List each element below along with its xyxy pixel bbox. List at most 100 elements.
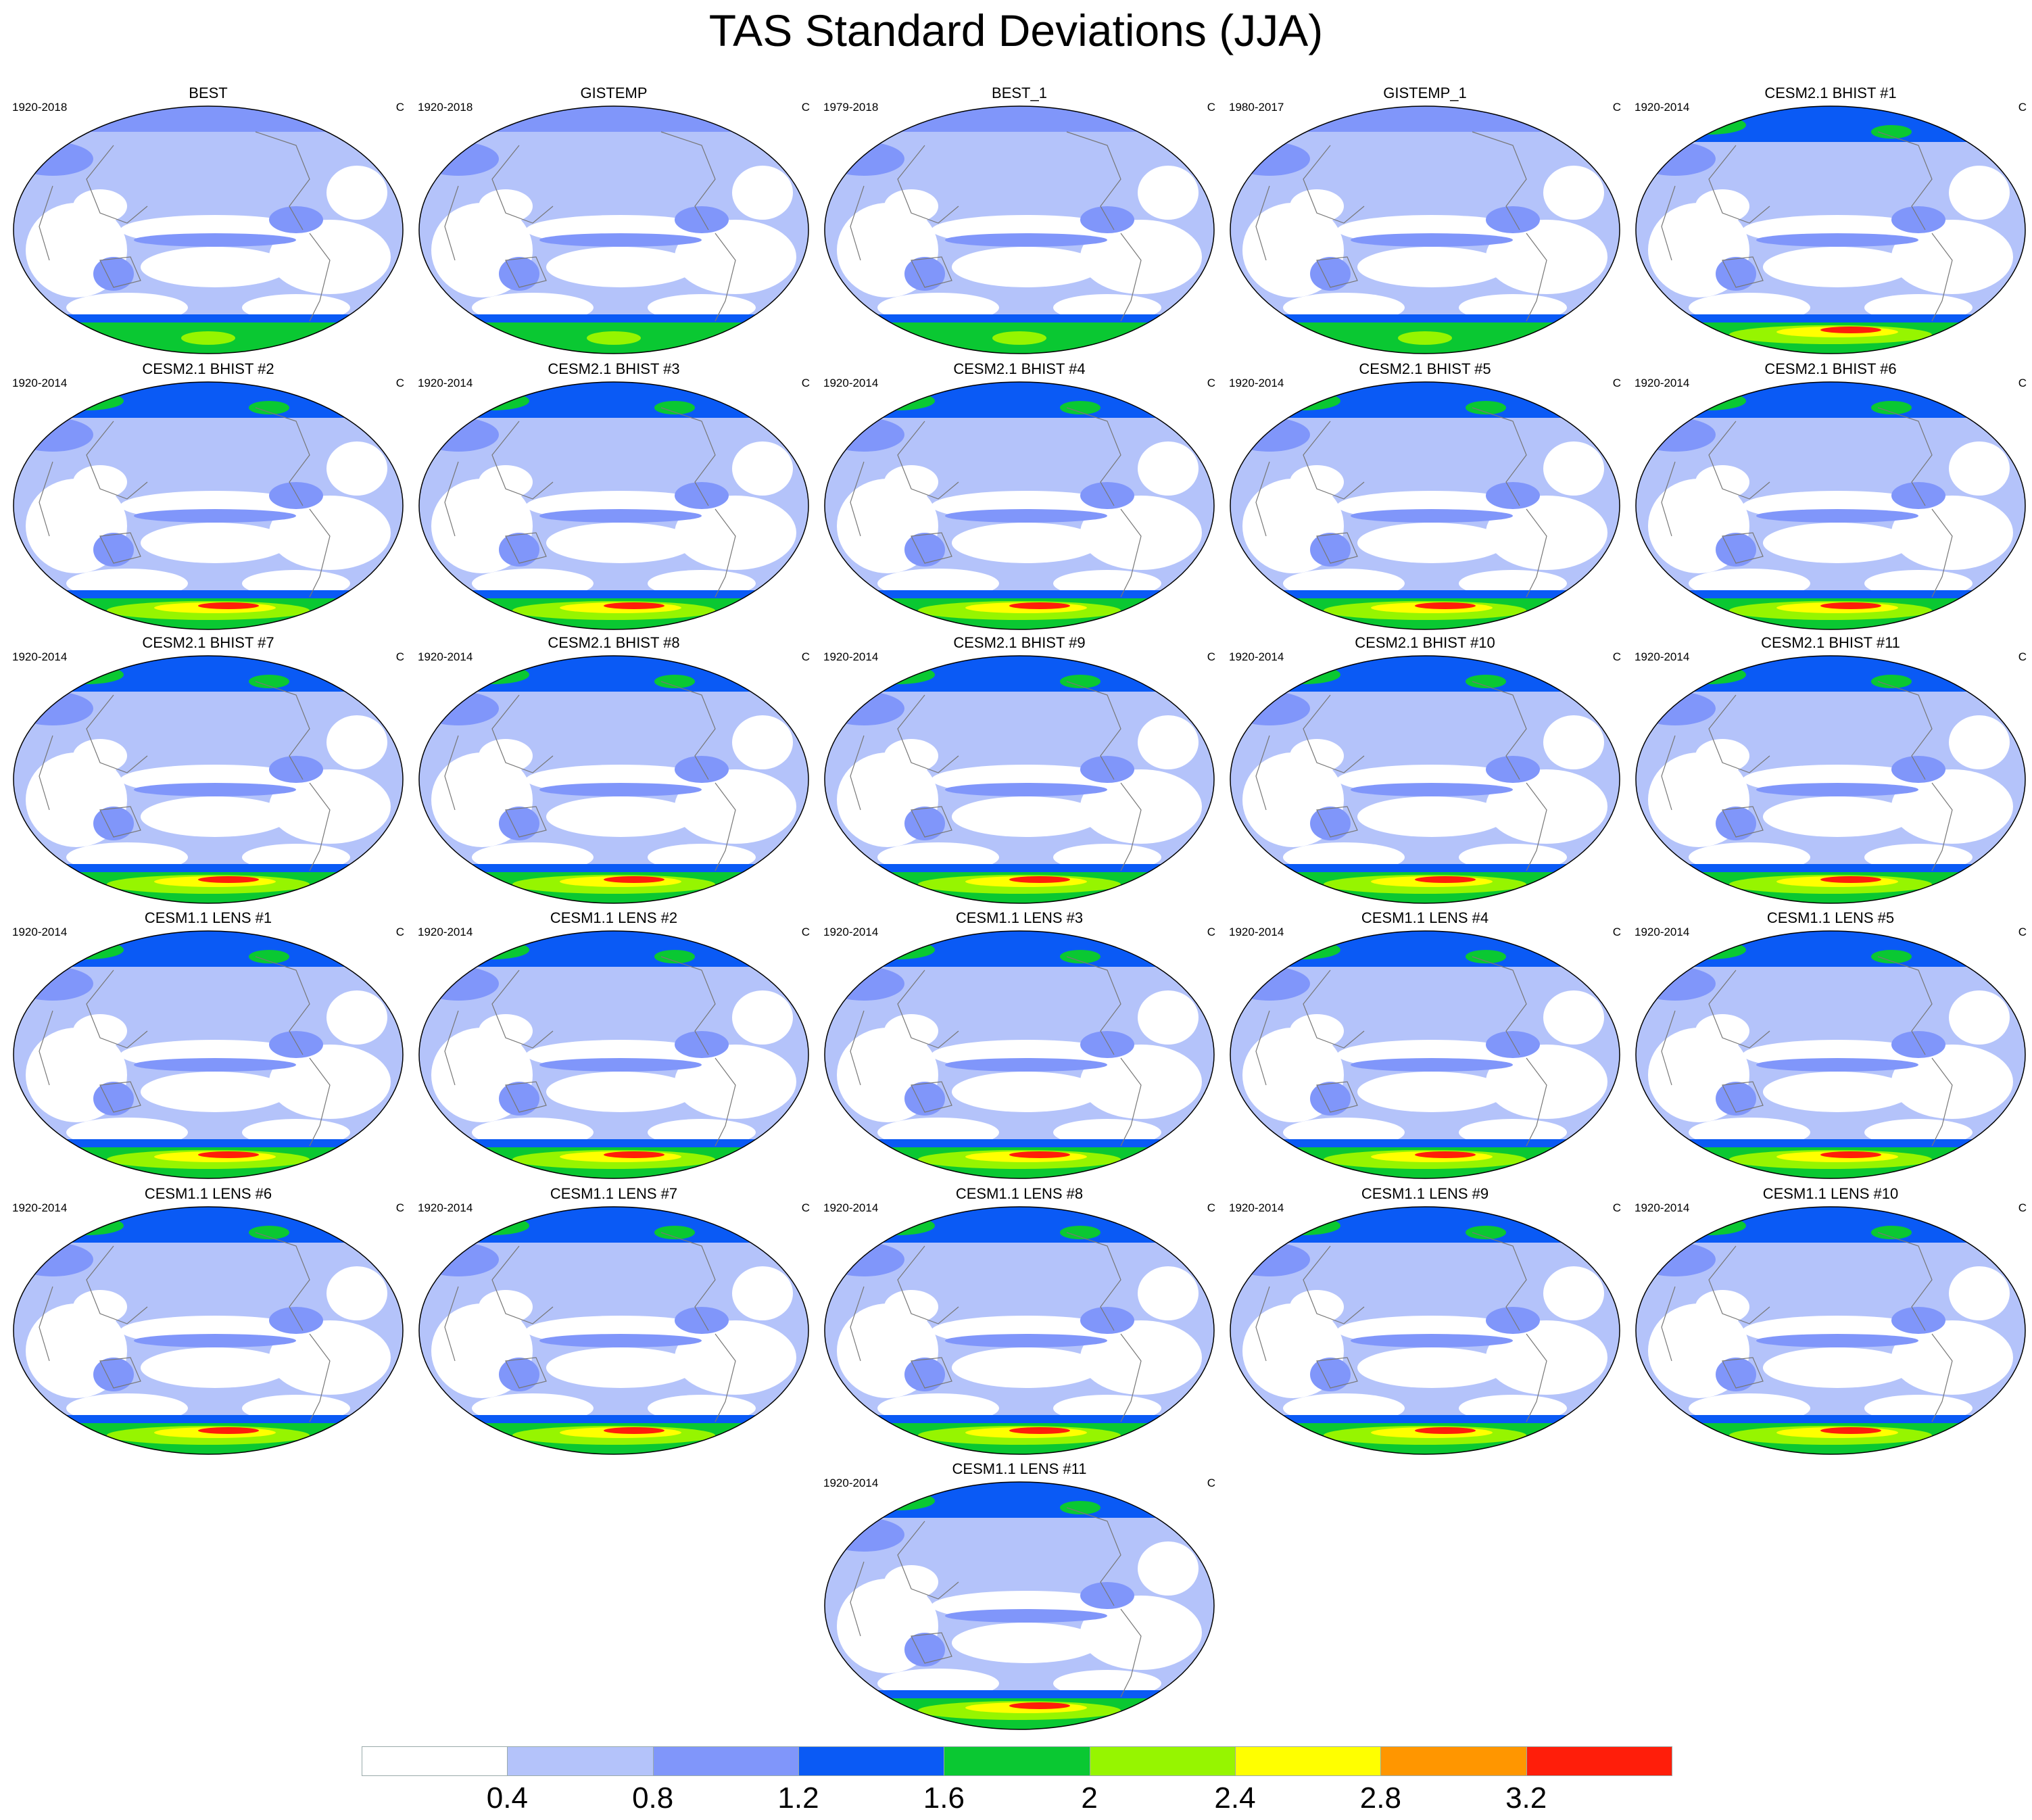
colorbar-bin: [507, 1746, 654, 1776]
low-variance-region: [1486, 1045, 1607, 1119]
low-variance-region: [546, 523, 695, 563]
coastline: [1120, 1057, 1142, 1147]
world-map: [13, 930, 404, 1179]
low-variance-region: [1543, 166, 1604, 220]
moderate-variance-region: [1716, 257, 1756, 291]
northern-high-latitude-band: [1230, 382, 1620, 418]
low-variance-region: [1080, 1596, 1202, 1670]
panel-period: 1920-2014: [1229, 1201, 1284, 1214]
moderate-variance-region: [539, 1058, 702, 1072]
moderate-variance-region: [1080, 482, 1134, 509]
moderate-variance-region: [825, 418, 904, 452]
low-variance-region: [952, 796, 1100, 837]
map-border: [1230, 381, 1620, 630]
panel-period: 1920-2014: [418, 650, 473, 663]
world-map: [1230, 105, 1620, 354]
map-panel: CESM2.1 BHIST #3 1920-2014 C: [411, 360, 817, 634]
northern-peak-region: [1871, 125, 1912, 139]
world-map: [418, 105, 809, 354]
northern-peak-region: [1060, 1501, 1100, 1514]
coastline: [444, 461, 459, 537]
coastline: [1255, 1286, 1270, 1362]
antarctic-peak-region: [1415, 1427, 1476, 1434]
coastline: [1066, 681, 1121, 780]
coastline: [1877, 681, 1933, 780]
coastline: [1066, 956, 1121, 1055]
panel-title: CESM1.1 LENS #7: [550, 1185, 678, 1202]
map-panel: CESM2.1 BHIST #7 1920-2014 C: [5, 634, 411, 908]
map-panel: CESM1.1 LENS #9 1920-2014 C: [1222, 1185, 1628, 1459]
coastline: [1316, 1081, 1358, 1113]
coastline: [911, 256, 952, 288]
low-variance-region: [269, 220, 391, 294]
northern-peak-region: [1672, 1216, 1746, 1235]
moderate-variance-region: [1486, 756, 1540, 783]
panel-title: CESM2.1 BHIST #4: [953, 360, 1086, 377]
antarctic-peak-region: [1820, 1151, 1881, 1158]
moderate-variance-region: [539, 233, 702, 247]
panel-period: 1920-2014: [823, 650, 879, 663]
moderate-variance-region: [1351, 1334, 1513, 1347]
world-map: [824, 1481, 1215, 1730]
world-map: [1230, 381, 1620, 630]
antarctic-peak-region: [1009, 1151, 1070, 1158]
northern-peak-region: [861, 665, 935, 684]
moderate-variance-region: [904, 257, 945, 291]
coastline: [1255, 461, 1270, 537]
map-panel: CESM2.1 BHIST #5 1920-2014 C: [1222, 360, 1628, 634]
moderate-variance-region: [1486, 1307, 1540, 1334]
coastline: [1120, 1608, 1142, 1698]
coastline: [911, 1357, 952, 1389]
moderate-variance-region: [1230, 418, 1310, 452]
northern-peak-region: [49, 391, 124, 410]
moderate-variance-region: [134, 233, 296, 247]
low-variance-region: [675, 1320, 796, 1395]
moderate-variance-region: [93, 1082, 134, 1116]
coastline: [897, 145, 959, 224]
low-variance-region: [675, 1045, 796, 1119]
map-border: [1635, 1206, 2026, 1455]
low-variance-region: [884, 1290, 938, 1324]
panel-period: 1920-2014: [1229, 650, 1284, 663]
colorbar-bin: [652, 1746, 799, 1776]
panel-title: BEST_1: [992, 85, 1047, 101]
northern-peak-region: [654, 950, 695, 963]
colorbar-tick-label: 2: [1081, 1781, 1098, 1815]
northern-peak-region: [1060, 401, 1100, 414]
northern-peak-region: [1672, 940, 1746, 959]
low-variance-region: [73, 1290, 127, 1324]
colorbar-tick-label: 0.8: [632, 1781, 674, 1815]
northern-peak-region: [654, 1226, 695, 1239]
moderate-variance-region: [1636, 142, 1716, 176]
world-map: [824, 105, 1215, 354]
coastline: [1316, 256, 1358, 288]
northern-peak-region: [861, 1491, 935, 1510]
map-panel: CESM1.1 LENS #1 1920-2014 C: [5, 909, 411, 1183]
northern-peak-region: [1266, 940, 1340, 959]
moderate-variance-region: [945, 1609, 1107, 1623]
moderate-variance-region: [14, 418, 93, 452]
low-variance-region: [1543, 990, 1604, 1045]
northern-high-latitude-band: [14, 382, 403, 418]
antarctic-peak-region: [1415, 876, 1476, 883]
moderate-variance-region: [1756, 1334, 1918, 1347]
moderate-variance-region: [269, 756, 323, 783]
northern-peak-region: [1672, 665, 1746, 684]
coastline: [1120, 508, 1142, 598]
panel-period: 1920-2014: [823, 377, 879, 389]
coastline: [660, 407, 716, 506]
low-variance-region: [479, 1014, 533, 1048]
northern-peak-region: [249, 1226, 289, 1239]
low-variance-region: [1138, 1266, 1199, 1320]
moderate-variance-region: [269, 206, 323, 233]
panel-title: CESM1.1 LENS #9: [1361, 1185, 1489, 1202]
coastline: [1722, 256, 1764, 288]
low-variance-region: [1357, 1072, 1506, 1112]
moderate-variance-region: [1891, 206, 1945, 233]
panel-unit: C: [1207, 1201, 1215, 1214]
northern-high-latitude-band: [14, 1207, 403, 1243]
moderate-variance-region: [1636, 1243, 1716, 1276]
coastline: [1303, 1245, 1365, 1324]
moderate-variance-region: [825, 1243, 904, 1276]
map-panel: CESM2.1 BHIST #2 1920-2014 C: [5, 360, 411, 634]
